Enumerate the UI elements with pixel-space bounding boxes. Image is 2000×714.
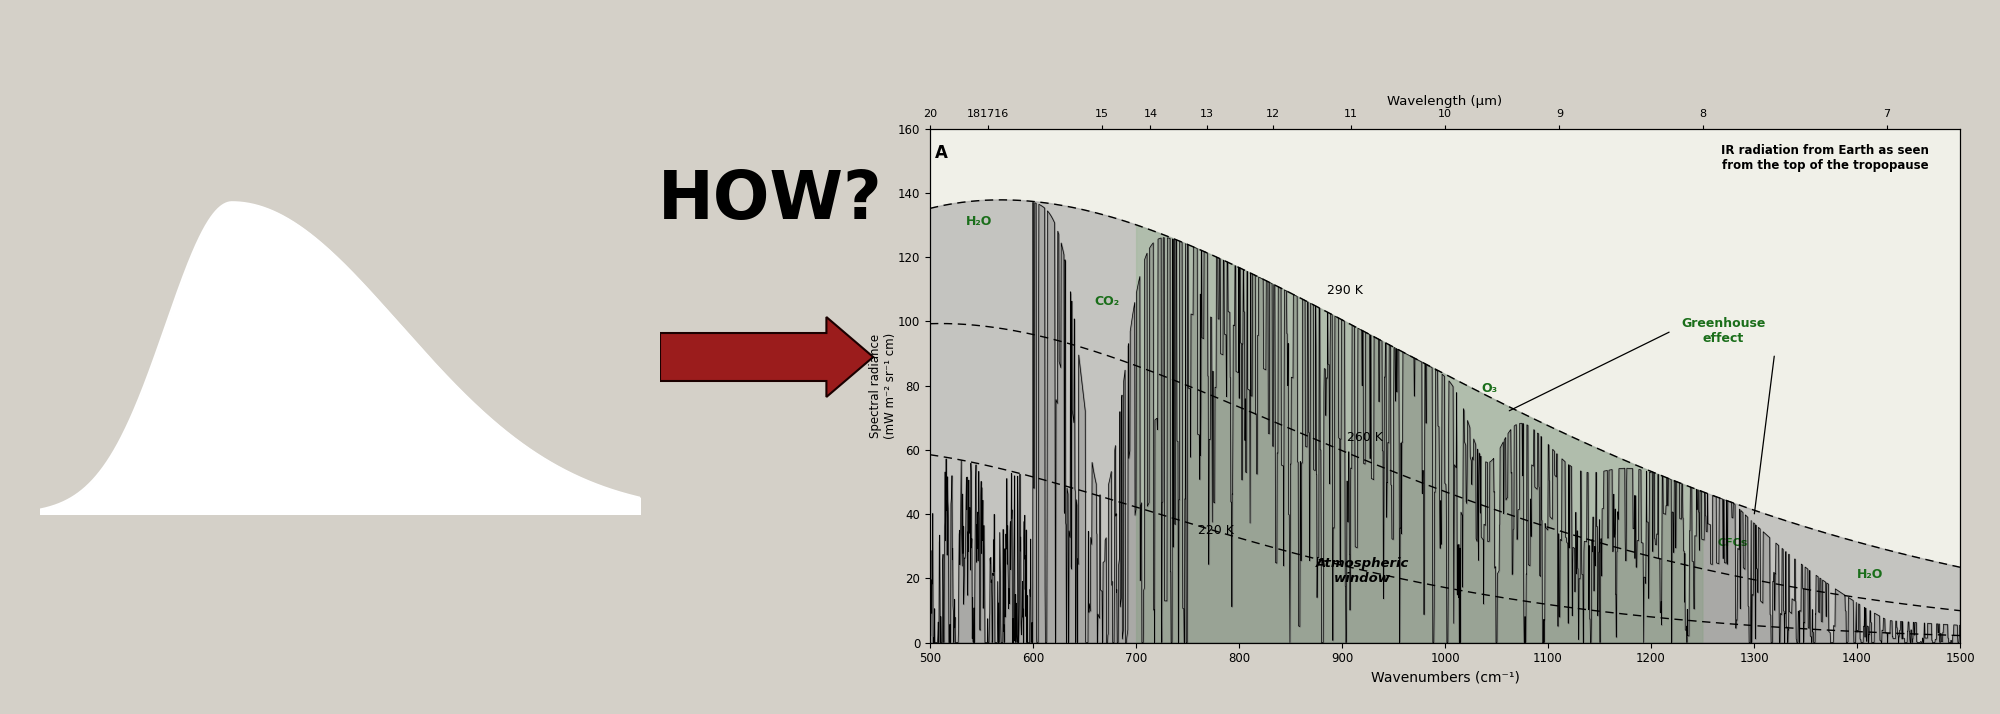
Text: A: A (936, 144, 948, 162)
Text: HOW?: HOW? (658, 167, 882, 233)
Text: 290 K: 290 K (1326, 284, 1362, 297)
Text: IR radiation from Earth as seen
from the top of the tropopause: IR radiation from Earth as seen from the… (1722, 144, 1930, 172)
FancyArrow shape (660, 317, 874, 397)
Text: 220 K: 220 K (1198, 524, 1234, 537)
X-axis label: Wavelength (μm): Wavelength (μm) (1388, 96, 1502, 109)
Text: H₂O: H₂O (966, 215, 992, 228)
Text: 260 K: 260 K (1348, 431, 1384, 444)
Text: O₃: O₃ (1482, 382, 1498, 395)
X-axis label: Wavenumbers (cm⁻¹): Wavenumbers (cm⁻¹) (1370, 671, 1520, 685)
Text: Greenhouse
effect: Greenhouse effect (1680, 317, 1766, 345)
Text: CFCs: CFCs (1718, 538, 1748, 548)
Text: CO₂: CO₂ (1094, 295, 1120, 308)
Text: Atmospheric
window: Atmospheric window (1316, 557, 1410, 585)
Y-axis label: Spectral radiance
(mW m⁻² sr⁻¹ cm): Spectral radiance (mW m⁻² sr⁻¹ cm) (868, 333, 896, 438)
Text: H₂O: H₂O (1856, 568, 1884, 581)
